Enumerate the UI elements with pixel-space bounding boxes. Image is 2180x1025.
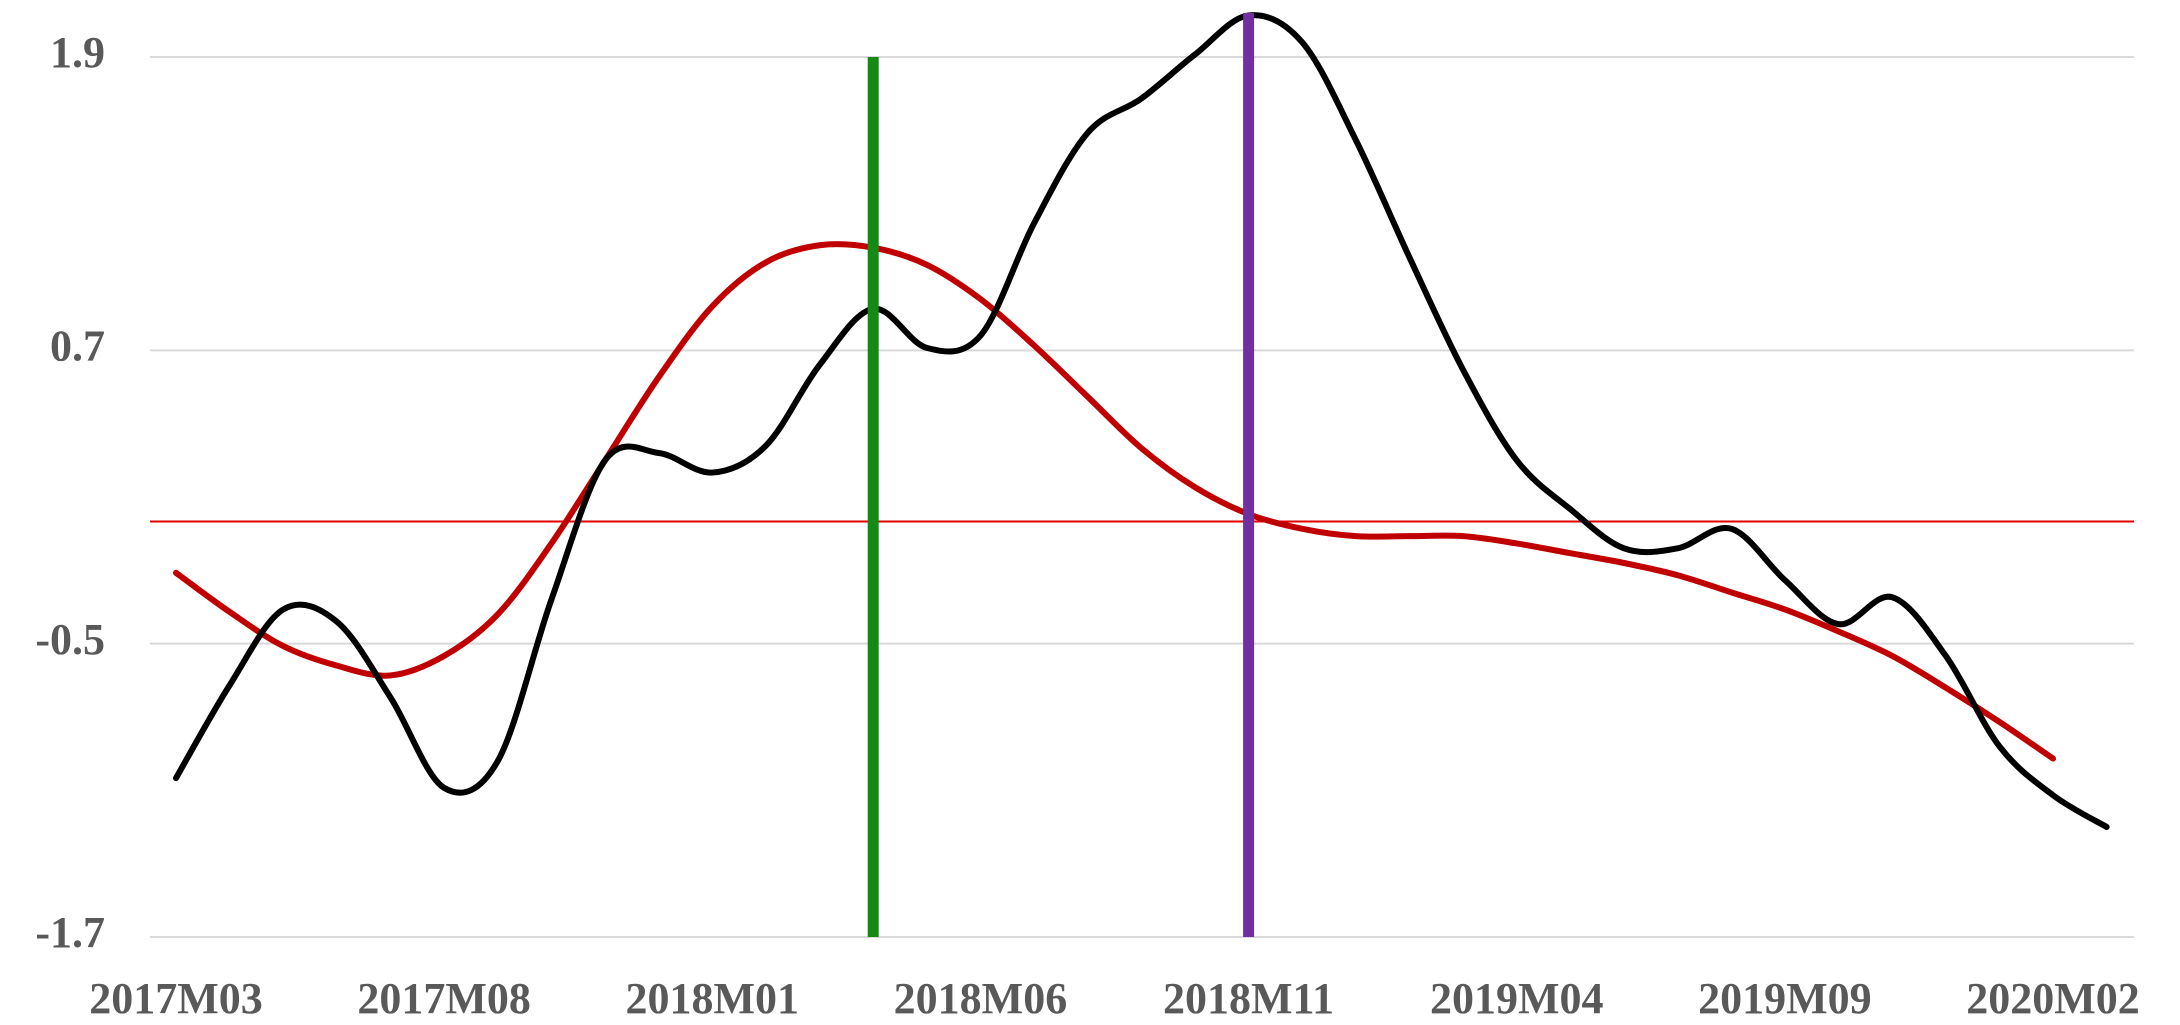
x-tick-label: 2017M03: [89, 974, 263, 1023]
x-tick-label: 2020M02: [1966, 974, 2140, 1023]
series-line: [173, 12, 2110, 830]
x-tick-label: 2018M06: [894, 974, 1068, 1023]
series-line: [173, 241, 2057, 762]
y-tick-label: 0.7: [50, 321, 105, 370]
x-tick-label: 2017M08: [357, 974, 531, 1023]
y-tick-label: -0.5: [35, 615, 105, 664]
y-tick-label: -1.7: [35, 908, 105, 957]
y-tick-label: 1.9: [50, 28, 105, 77]
x-tick-label: 2019M04: [1430, 974, 1604, 1023]
x-tick-label: 2018M01: [626, 974, 800, 1023]
x-tick-label: 2019M09: [1698, 974, 1872, 1023]
x-tick-label: 2018M11: [1163, 974, 1334, 1023]
